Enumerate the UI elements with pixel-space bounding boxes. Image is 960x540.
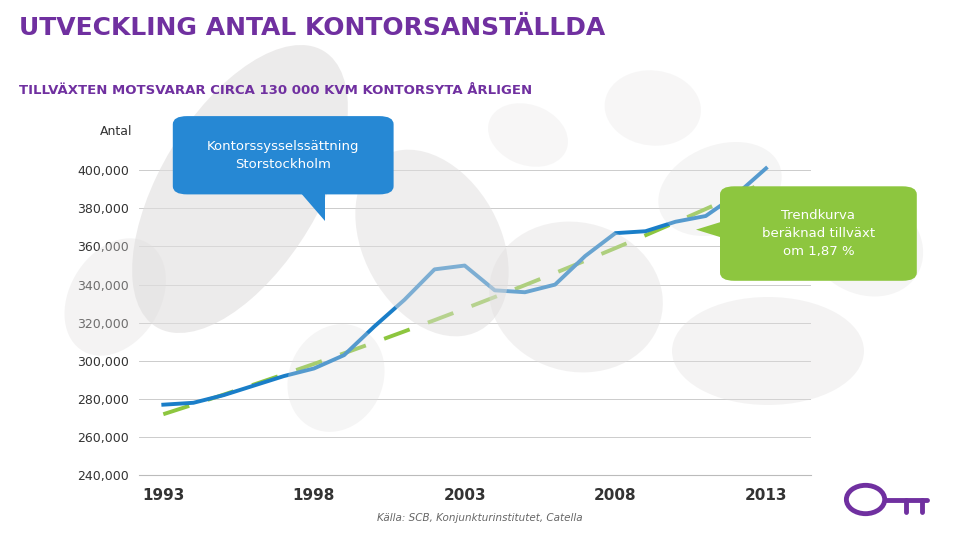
Ellipse shape <box>132 45 348 333</box>
Ellipse shape <box>659 142 781 236</box>
Ellipse shape <box>804 190 924 296</box>
Ellipse shape <box>672 297 864 405</box>
Ellipse shape <box>490 221 662 373</box>
Text: Trendkurva
beräknad tillväxt
om 1,87 %: Trendkurva beräknad tillväxt om 1,87 % <box>762 209 875 258</box>
Ellipse shape <box>355 150 509 336</box>
Text: Källa: SCB, Konjunkturinstitutet, Catella: Källa: SCB, Konjunkturinstitutet, Catell… <box>377 513 583 523</box>
Text: UTVECKLING ANTAL KONTORSANSTÄLLDA: UTVECKLING ANTAL KONTORSANSTÄLLDA <box>19 16 606 40</box>
Ellipse shape <box>488 103 568 167</box>
Text: TILLVÄXTEN MOTSVARAR CIRCA 130 000 KVM KONTORSYTA ÅRLIGEN: TILLVÄXTEN MOTSVARAR CIRCA 130 000 KVM K… <box>19 84 533 97</box>
Ellipse shape <box>64 238 166 356</box>
Text: Kontorssysselssättning
Storstockholm: Kontorssysselssättning Storstockholm <box>207 140 359 171</box>
Ellipse shape <box>287 324 385 432</box>
Text: Antal: Antal <box>100 125 132 138</box>
Ellipse shape <box>605 70 701 146</box>
